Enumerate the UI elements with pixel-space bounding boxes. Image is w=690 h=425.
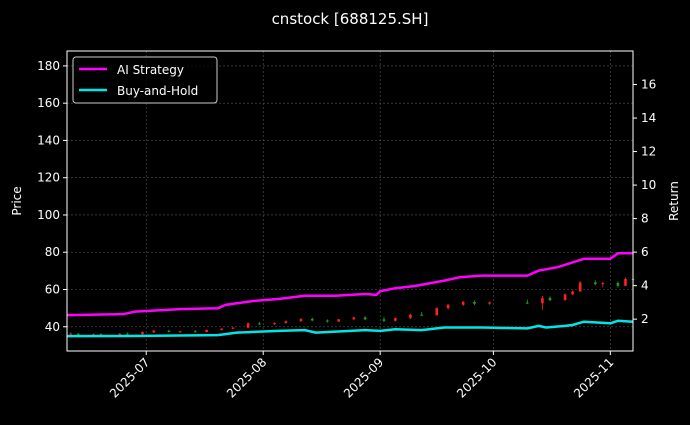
candle-body <box>152 330 156 333</box>
ticks: 40 60 80 100 120 140 160 180 2 4 6 8 10 12 14 16 2025-07… <box>37 59 656 401</box>
candle-body <box>435 308 439 316</box>
return-lines <box>66 252 634 338</box>
candle-body <box>571 291 574 295</box>
buy-hold-line <box>66 319 634 338</box>
y-axis-label-left: Price <box>10 186 24 215</box>
x-tick-label: 2025-10 <box>454 355 499 400</box>
legend-strategy-label: AI Strategy <box>117 63 184 77</box>
y-tick-label-right: 16 <box>641 78 656 92</box>
candle-body <box>352 317 356 320</box>
candle-body <box>258 323 261 325</box>
candle-body <box>141 331 144 335</box>
candle-body <box>548 297 552 301</box>
candle-body <box>578 282 582 292</box>
candle-body <box>284 321 288 324</box>
strategy-line <box>66 252 633 317</box>
x-tick-label: 2025-09 <box>341 355 386 400</box>
y-tick-label-right: 8 <box>641 212 649 226</box>
candle-body <box>563 294 567 301</box>
legend-buyhold-label: Buy-and-Hold <box>117 84 198 98</box>
x-tick-label: 2025-08 <box>224 355 269 400</box>
candle-body <box>526 302 529 304</box>
candle-body <box>461 301 465 305</box>
y-tick-label-left: 40 <box>45 320 60 334</box>
candles <box>69 277 635 337</box>
candle-body <box>382 319 386 321</box>
candle-body <box>299 318 303 322</box>
y-tick-label-left: 140 <box>37 133 60 147</box>
y-tick-label-right: 2 <box>641 312 649 326</box>
candle-body <box>601 282 605 285</box>
candle-body <box>446 304 450 309</box>
candle-body <box>326 320 329 322</box>
candle-body <box>69 333 73 335</box>
candle-body <box>363 317 367 320</box>
candle-body <box>420 314 423 316</box>
candle-body <box>246 323 250 328</box>
candle-body <box>310 318 314 321</box>
candle-body <box>167 330 171 332</box>
candle-body <box>92 334 95 336</box>
candle-body <box>126 333 129 335</box>
y-axis-label-right: Return <box>667 181 681 221</box>
y-tick-label-left: 180 <box>37 59 60 73</box>
y-tick-label-right: 14 <box>641 111 656 125</box>
legend: AI Strategy Buy-and-Hold <box>72 56 218 104</box>
candle-body <box>624 278 627 286</box>
y-tick-label-left: 120 <box>37 171 60 185</box>
candle-body <box>409 314 412 319</box>
candle-body <box>205 329 208 332</box>
y-tick-label-left: 100 <box>37 208 60 222</box>
candle-body <box>77 333 80 335</box>
candle-body <box>231 327 235 329</box>
candle-body <box>178 331 182 333</box>
y-tick-label-left: 80 <box>45 245 60 259</box>
candle-body <box>220 328 224 330</box>
candle-body <box>393 318 397 321</box>
candle-body <box>118 333 122 336</box>
y-tick-label-right: 4 <box>641 279 649 293</box>
candle-body <box>616 282 620 286</box>
candle-body <box>337 319 340 322</box>
candle-body <box>273 323 276 325</box>
y-tick-label-right: 12 <box>641 145 656 159</box>
y-tick-label-right: 10 <box>641 178 656 192</box>
x-tick-label: 2025-07 <box>107 355 152 400</box>
candle-body <box>541 297 544 304</box>
y-tick-label-left: 60 <box>45 283 60 297</box>
chart-title: cnstock [688125.SH] <box>272 10 429 28</box>
y-tick-label-right: 6 <box>641 245 649 259</box>
y-tick-label-left: 160 <box>37 96 60 110</box>
candle-body <box>473 301 476 304</box>
candle-body <box>193 331 197 333</box>
x-tick-label: 2025-11 <box>571 355 616 400</box>
candle-body <box>488 302 491 304</box>
candle-body <box>593 282 597 285</box>
plot-frame <box>66 50 634 352</box>
